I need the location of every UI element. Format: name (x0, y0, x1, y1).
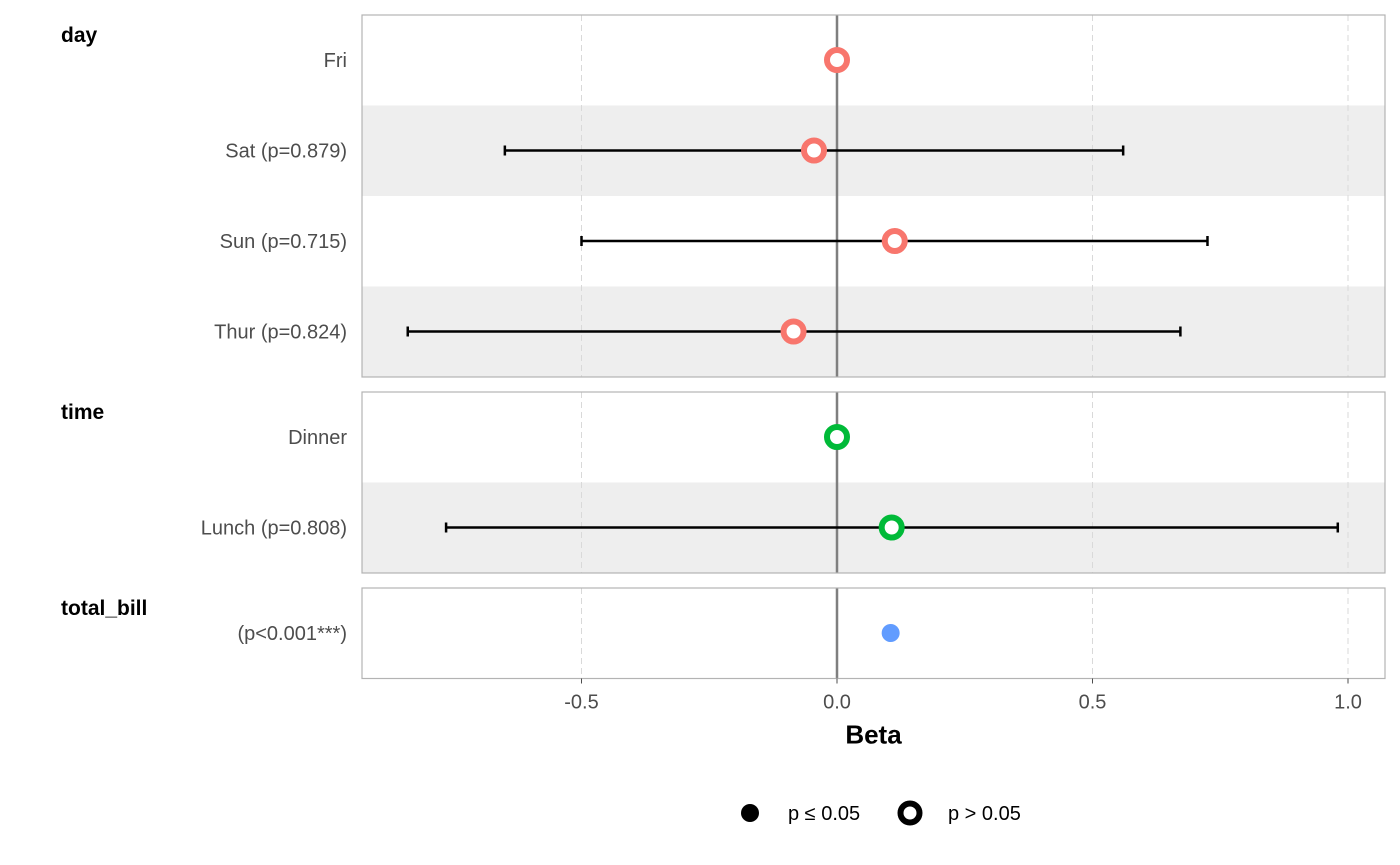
point-estimate (824, 47, 850, 73)
row-label: (p<0.001***) (237, 623, 347, 645)
row-label: Sat (p=0.879) (225, 141, 347, 163)
row-label: Lunch (p=0.808) (201, 518, 347, 540)
x-axis-title: Beta (845, 720, 902, 750)
x-tick-label: 1.0 (1334, 692, 1362, 714)
x-tick-label: -0.5 (564, 692, 598, 714)
legend-label: p ≤ 0.05 (788, 803, 860, 825)
point-estimate (881, 228, 908, 254)
row-label: Dinner (288, 427, 347, 449)
panel-border (361, 14, 1386, 378)
row-label: Thur (p=0.824) (214, 322, 347, 344)
point-estimate (801, 137, 828, 164)
legend-label: p > 0.05 (948, 803, 1021, 825)
panel-border (361, 391, 1386, 574)
x-tick-label: 0.0 (823, 692, 851, 714)
panel-title: day (61, 24, 98, 47)
point-estimate (780, 318, 807, 345)
panel-title: time (61, 401, 104, 424)
panel-border (361, 587, 1386, 680)
point-estimate (881, 624, 900, 642)
point-estimate (878, 514, 905, 541)
legend-marker-filled (741, 804, 759, 822)
legend-marker-open (897, 800, 923, 826)
row-label: Fri (324, 50, 347, 72)
point-estimate (824, 424, 850, 450)
row-label: Sun (p=0.715) (220, 231, 347, 253)
panel-title: total_bill (61, 597, 147, 620)
x-tick-label: 0.5 (1079, 692, 1107, 714)
